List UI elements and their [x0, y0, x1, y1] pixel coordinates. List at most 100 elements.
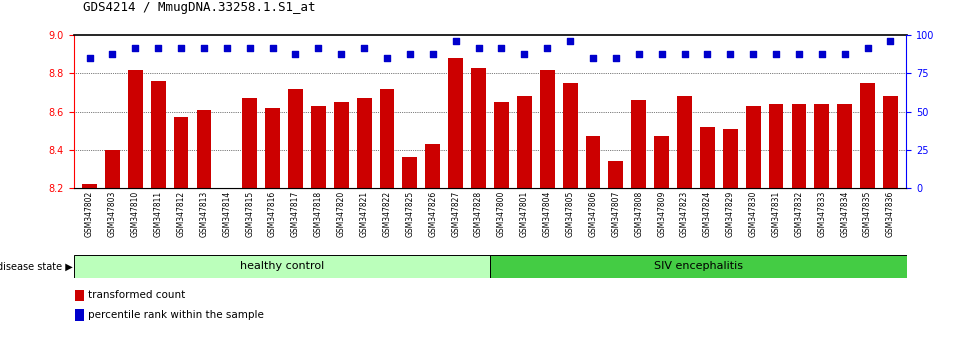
Point: [357, 45, 372, 50]
Text: GSM347816: GSM347816: [269, 191, 277, 237]
Text: GSM347823: GSM347823: [680, 191, 689, 237]
Point: [470, 45, 486, 50]
Text: GSM347830: GSM347830: [749, 191, 758, 238]
Bar: [425, 144, 440, 188]
Bar: [448, 58, 464, 188]
Text: GSM347801: GSM347801: [519, 191, 529, 237]
Text: GSM347814: GSM347814: [222, 191, 231, 237]
Text: GSM347831: GSM347831: [771, 191, 780, 237]
Text: GSM347835: GSM347835: [863, 191, 872, 238]
Text: GSM347828: GSM347828: [474, 191, 483, 237]
Bar: [516, 96, 532, 188]
Bar: [700, 127, 714, 188]
Bar: [127, 70, 143, 188]
Point: [288, 51, 304, 57]
Text: GSM347834: GSM347834: [840, 191, 850, 238]
Text: GSM347804: GSM347804: [543, 191, 552, 238]
Text: GSM347836: GSM347836: [886, 191, 895, 238]
Text: percentile rank within the sample: percentile rank within the sample: [88, 310, 265, 320]
Bar: [723, 129, 738, 188]
Bar: [288, 88, 303, 188]
Text: transformed count: transformed count: [88, 291, 185, 301]
Text: healthy control: healthy control: [240, 261, 323, 272]
Text: GSM347833: GSM347833: [817, 191, 826, 238]
Bar: [609, 161, 623, 188]
Point: [105, 51, 121, 57]
Point: [791, 51, 807, 57]
Point: [768, 51, 784, 57]
Point: [539, 45, 555, 50]
Bar: [266, 108, 280, 188]
Point: [837, 51, 853, 57]
Point: [448, 39, 464, 44]
Point: [883, 39, 899, 44]
Point: [608, 55, 623, 61]
Point: [81, 55, 97, 61]
Bar: [540, 70, 555, 188]
Text: GSM347806: GSM347806: [588, 191, 598, 238]
Text: GSM347832: GSM347832: [795, 191, 804, 237]
Point: [585, 55, 601, 61]
Point: [494, 45, 510, 50]
Text: GSM347810: GSM347810: [130, 191, 140, 237]
Text: SIV encephalitis: SIV encephalitis: [654, 261, 743, 272]
Bar: [379, 88, 395, 188]
Text: GSM347818: GSM347818: [314, 191, 322, 237]
Bar: [585, 136, 601, 188]
Bar: [197, 110, 212, 188]
Bar: [75, 309, 84, 321]
Text: GSM347825: GSM347825: [406, 191, 415, 237]
Bar: [746, 106, 760, 188]
Point: [150, 45, 166, 50]
Point: [654, 51, 669, 57]
Point: [814, 51, 830, 57]
Bar: [471, 68, 486, 188]
Point: [311, 45, 326, 50]
Point: [196, 45, 212, 50]
Bar: [677, 96, 692, 188]
Point: [402, 51, 417, 57]
Point: [516, 51, 532, 57]
Text: GSM347805: GSM347805: [565, 191, 574, 238]
Text: GSM347803: GSM347803: [108, 191, 117, 238]
Point: [173, 45, 189, 50]
Point: [631, 51, 647, 57]
Text: GSM347827: GSM347827: [451, 191, 461, 237]
Text: GSM347802: GSM347802: [85, 191, 94, 237]
Bar: [563, 83, 577, 188]
Bar: [403, 157, 417, 188]
Bar: [768, 104, 783, 188]
Bar: [631, 100, 646, 188]
Point: [676, 51, 692, 57]
Text: GSM347826: GSM347826: [428, 191, 437, 237]
Text: GSM347822: GSM347822: [382, 191, 392, 237]
Bar: [311, 106, 325, 188]
Point: [265, 45, 280, 50]
Point: [563, 39, 578, 44]
Bar: [655, 136, 669, 188]
Point: [219, 45, 234, 50]
Bar: [860, 83, 875, 188]
Text: GSM347800: GSM347800: [497, 191, 506, 238]
Bar: [75, 290, 84, 301]
Point: [700, 51, 715, 57]
Bar: [792, 104, 807, 188]
Bar: [490, 255, 906, 278]
Text: GSM347829: GSM347829: [726, 191, 735, 237]
Text: GSM347807: GSM347807: [612, 191, 620, 238]
Point: [425, 51, 441, 57]
Bar: [334, 102, 349, 188]
Bar: [82, 184, 97, 188]
Bar: [74, 255, 490, 278]
Point: [333, 51, 349, 57]
Bar: [837, 104, 853, 188]
Text: GSM347809: GSM347809: [658, 191, 666, 238]
Text: GSM347812: GSM347812: [176, 191, 185, 237]
Text: GSM347821: GSM347821: [360, 191, 368, 237]
Text: disease state ▶: disease state ▶: [0, 261, 73, 272]
Bar: [357, 98, 371, 188]
Bar: [105, 149, 120, 188]
Point: [722, 51, 738, 57]
Point: [379, 55, 395, 61]
Text: GSM347813: GSM347813: [200, 191, 209, 237]
